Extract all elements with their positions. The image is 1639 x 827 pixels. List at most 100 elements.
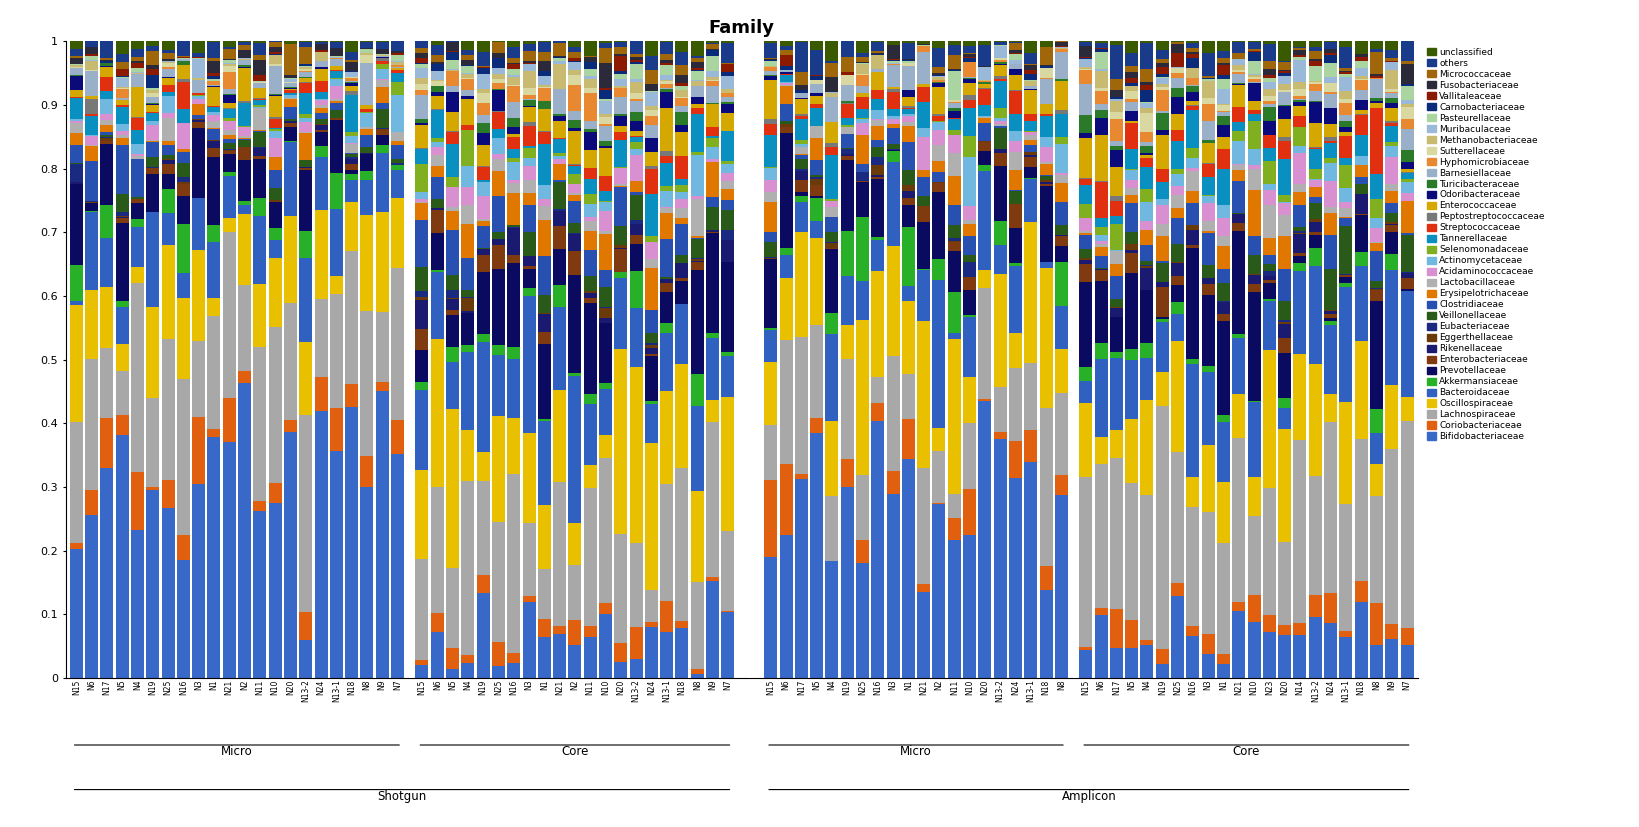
Bar [315, 146, 328, 156]
Bar [162, 141, 174, 146]
Bar [629, 149, 642, 155]
Bar [1080, 264, 1092, 283]
Bar [1039, 165, 1052, 175]
Bar [1010, 114, 1023, 131]
Bar [1155, 41, 1169, 50]
Bar [841, 156, 854, 160]
Bar [346, 41, 357, 51]
Bar [392, 141, 403, 146]
Bar [506, 127, 520, 134]
Bar [70, 76, 82, 90]
Bar [872, 69, 885, 72]
Bar [661, 92, 674, 108]
Bar [1355, 156, 1367, 165]
Bar [1339, 46, 1352, 68]
Bar [392, 131, 403, 141]
Bar [856, 165, 869, 172]
Bar [841, 359, 854, 459]
Bar [415, 390, 428, 471]
Bar [615, 227, 628, 246]
Bar [826, 243, 839, 247]
Bar [375, 212, 388, 313]
Bar [1385, 639, 1398, 678]
Bar [284, 98, 297, 99]
Bar [918, 321, 931, 468]
Bar [1370, 108, 1383, 174]
Bar [1310, 180, 1321, 187]
Bar [300, 71, 311, 77]
Bar [706, 232, 720, 332]
Bar [918, 87, 931, 102]
Bar [254, 217, 266, 284]
Bar [162, 112, 174, 117]
Bar [1339, 74, 1352, 77]
Bar [1355, 214, 1367, 215]
Bar [856, 74, 869, 75]
Bar [1155, 87, 1169, 90]
Bar [477, 122, 490, 133]
Bar [947, 45, 960, 55]
Bar [1324, 141, 1337, 143]
Bar [552, 153, 565, 156]
Bar [675, 278, 688, 281]
Bar [661, 60, 674, 64]
Bar [415, 192, 428, 199]
Bar [523, 126, 536, 146]
Bar [764, 330, 777, 362]
Bar [1310, 41, 1321, 47]
Bar [933, 172, 946, 182]
Bar [841, 276, 854, 325]
Text: Micro: Micro [221, 745, 252, 758]
Bar [329, 42, 343, 48]
Bar [269, 202, 282, 227]
Bar [964, 223, 977, 237]
Bar [300, 342, 311, 415]
Bar [675, 52, 688, 65]
Bar [1278, 215, 1292, 236]
Bar [1324, 77, 1337, 83]
Bar [1385, 624, 1398, 639]
Bar [1401, 173, 1413, 179]
Bar [269, 66, 282, 94]
Bar [523, 95, 536, 98]
Bar [764, 327, 777, 330]
Bar [583, 217, 597, 222]
Bar [721, 65, 734, 72]
Bar [85, 135, 98, 136]
Bar [1293, 227, 1306, 232]
Bar [1218, 205, 1229, 218]
Bar [721, 200, 734, 211]
Bar [315, 299, 328, 376]
Bar [1264, 238, 1275, 255]
Bar [947, 108, 960, 111]
Bar [329, 174, 343, 209]
Bar [100, 98, 113, 114]
Bar [1141, 230, 1154, 245]
Bar [887, 151, 900, 162]
Bar [918, 468, 931, 584]
Bar [192, 96, 205, 99]
Bar [780, 103, 793, 121]
Bar [100, 205, 113, 238]
Bar [1264, 161, 1275, 184]
Bar [661, 151, 674, 156]
Bar [131, 154, 144, 156]
Bar [1355, 115, 1367, 135]
Bar [706, 71, 720, 77]
Bar [1278, 73, 1292, 76]
Bar [598, 147, 611, 176]
Bar [208, 88, 220, 106]
Bar [1264, 108, 1275, 121]
Bar [721, 612, 734, 678]
Bar [538, 131, 551, 145]
Bar [1310, 197, 1321, 203]
Bar [492, 154, 505, 159]
Bar [706, 127, 720, 136]
Bar [856, 61, 869, 63]
Bar [978, 165, 992, 171]
Bar [415, 381, 428, 390]
Bar [1172, 261, 1183, 262]
Bar [764, 124, 777, 136]
Bar [254, 88, 266, 98]
Bar [1126, 419, 1137, 482]
